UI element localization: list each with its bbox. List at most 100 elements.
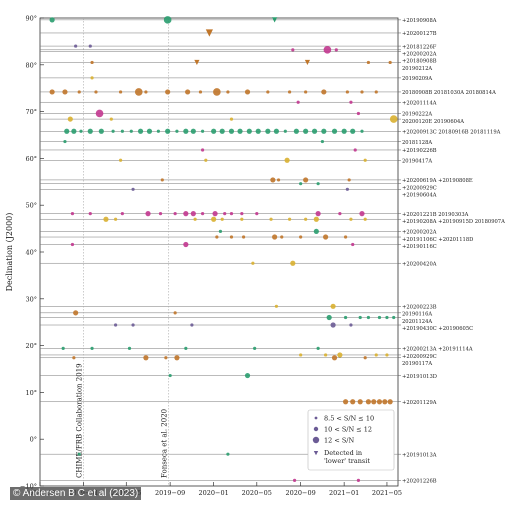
burst-point: [304, 217, 308, 221]
burst-point: [72, 356, 76, 360]
burst-point: [242, 235, 246, 239]
burst-point: [173, 212, 177, 216]
burst-point: [273, 128, 280, 134]
burst-point: [360, 90, 364, 94]
burst-point: [330, 322, 336, 328]
burst-point: [320, 139, 325, 144]
burst-point: [63, 139, 67, 144]
burst-point: [88, 212, 92, 216]
burst-point: [321, 128, 327, 134]
burst-point: [165, 128, 171, 134]
annotation-label: Fonseca et al. 2020: [161, 409, 169, 478]
x-tick-label: 2021−01: [329, 489, 359, 497]
y-tick-label: 40°: [25, 249, 37, 257]
source-label: 20201124A: [402, 319, 432, 325]
burst-point: [144, 90, 148, 94]
burst-point: [137, 128, 144, 134]
burst-point: [316, 346, 320, 351]
burst-point: [255, 212, 259, 216]
burst-points: [49, 16, 398, 482]
burst-point: [357, 399, 363, 405]
source-label: +20190908A: [402, 18, 437, 24]
lower-transit-point: [272, 17, 278, 23]
y-tick-label: −10°: [20, 483, 37, 491]
burst-point: [345, 90, 349, 94]
source-label: +20190208A +20190915D 20180907A: [402, 219, 505, 225]
burst-point: [229, 117, 234, 121]
burst-point: [360, 129, 364, 133]
source-label: 20190116A: [402, 312, 432, 318]
burst-point: [388, 60, 392, 65]
burst-point: [293, 128, 299, 134]
burst-point: [244, 372, 251, 379]
burst-point: [376, 399, 383, 405]
burst-point: [363, 217, 367, 221]
legend-label: 'lower' transit: [324, 457, 370, 465]
burst-point: [95, 109, 104, 118]
burst-point: [240, 217, 244, 221]
burst-point: [163, 16, 172, 24]
burst-point: [165, 89, 171, 95]
burst-point: [200, 212, 205, 216]
legend-marker: [313, 451, 319, 456]
burst-point: [218, 229, 223, 234]
burst-point: [321, 89, 327, 95]
burst-point: [190, 323, 194, 327]
burst-point: [374, 353, 378, 357]
burst-point: [324, 353, 328, 357]
burst-point: [193, 217, 197, 221]
burst-point: [246, 128, 252, 134]
burst-point: [296, 100, 300, 104]
burst-point: [288, 90, 292, 94]
burst-point: [90, 76, 94, 80]
legend-box: [307, 409, 395, 471]
legend-label: Detected in: [324, 449, 362, 457]
burst-point: [366, 315, 371, 320]
source-label: +20200420A: [402, 261, 437, 267]
burst-point: [323, 234, 329, 240]
burst-point: [109, 117, 113, 121]
burst-point: [389, 115, 398, 123]
burst-point: [79, 129, 83, 133]
annotation-label: CHIME/FRB Collaboration 2019: [76, 363, 84, 478]
burst-point: [266, 90, 270, 94]
burst-point: [283, 129, 287, 133]
burst-point: [213, 88, 221, 96]
x-tick-label: 2020−09: [286, 489, 316, 497]
x-tick-label: 2020−05: [242, 489, 272, 497]
burst-point: [343, 235, 348, 239]
burst-point: [211, 128, 217, 134]
burst-point: [338, 212, 342, 216]
burst-point: [174, 355, 180, 361]
source-label: +20201129A: [402, 400, 437, 406]
burst-point: [280, 235, 284, 239]
y-tick-label: 80°: [25, 61, 37, 69]
source-label: +20200913C 20180916B 20181119A: [402, 129, 501, 135]
source-label: +20190116C: [402, 244, 437, 250]
source-label: 20190222A: [402, 112, 432, 118]
legend-marker: [314, 416, 318, 420]
burst-point: [244, 89, 251, 95]
burst-point: [237, 128, 243, 134]
legend-label: 10 < S/N ≤ 12: [324, 425, 372, 433]
burst-point: [313, 228, 319, 235]
burst-point: [156, 129, 160, 133]
legend-marker: [312, 436, 320, 444]
burst-point: [211, 216, 217, 222]
burst-point: [118, 90, 123, 94]
y-axis-ticks: 90° 80° 70° 60° 50° 40° 30° 20° 10° 0° −10°: [20, 15, 44, 491]
burst-point: [200, 129, 205, 133]
burst-point: [67, 116, 73, 122]
burst-point: [185, 89, 191, 95]
source-label: +20190604A: [402, 193, 437, 199]
source-label: +20191106C +20201118D: [402, 237, 473, 243]
burst-point: [304, 90, 308, 94]
burst-point: [64, 128, 70, 134]
burst-point: [229, 212, 234, 216]
burst-point: [129, 129, 133, 133]
burst-point: [350, 128, 356, 134]
burst-point: [251, 261, 255, 265]
burst-point: [226, 90, 230, 94]
burst-point: [183, 211, 189, 217]
burst-point: [219, 128, 225, 134]
